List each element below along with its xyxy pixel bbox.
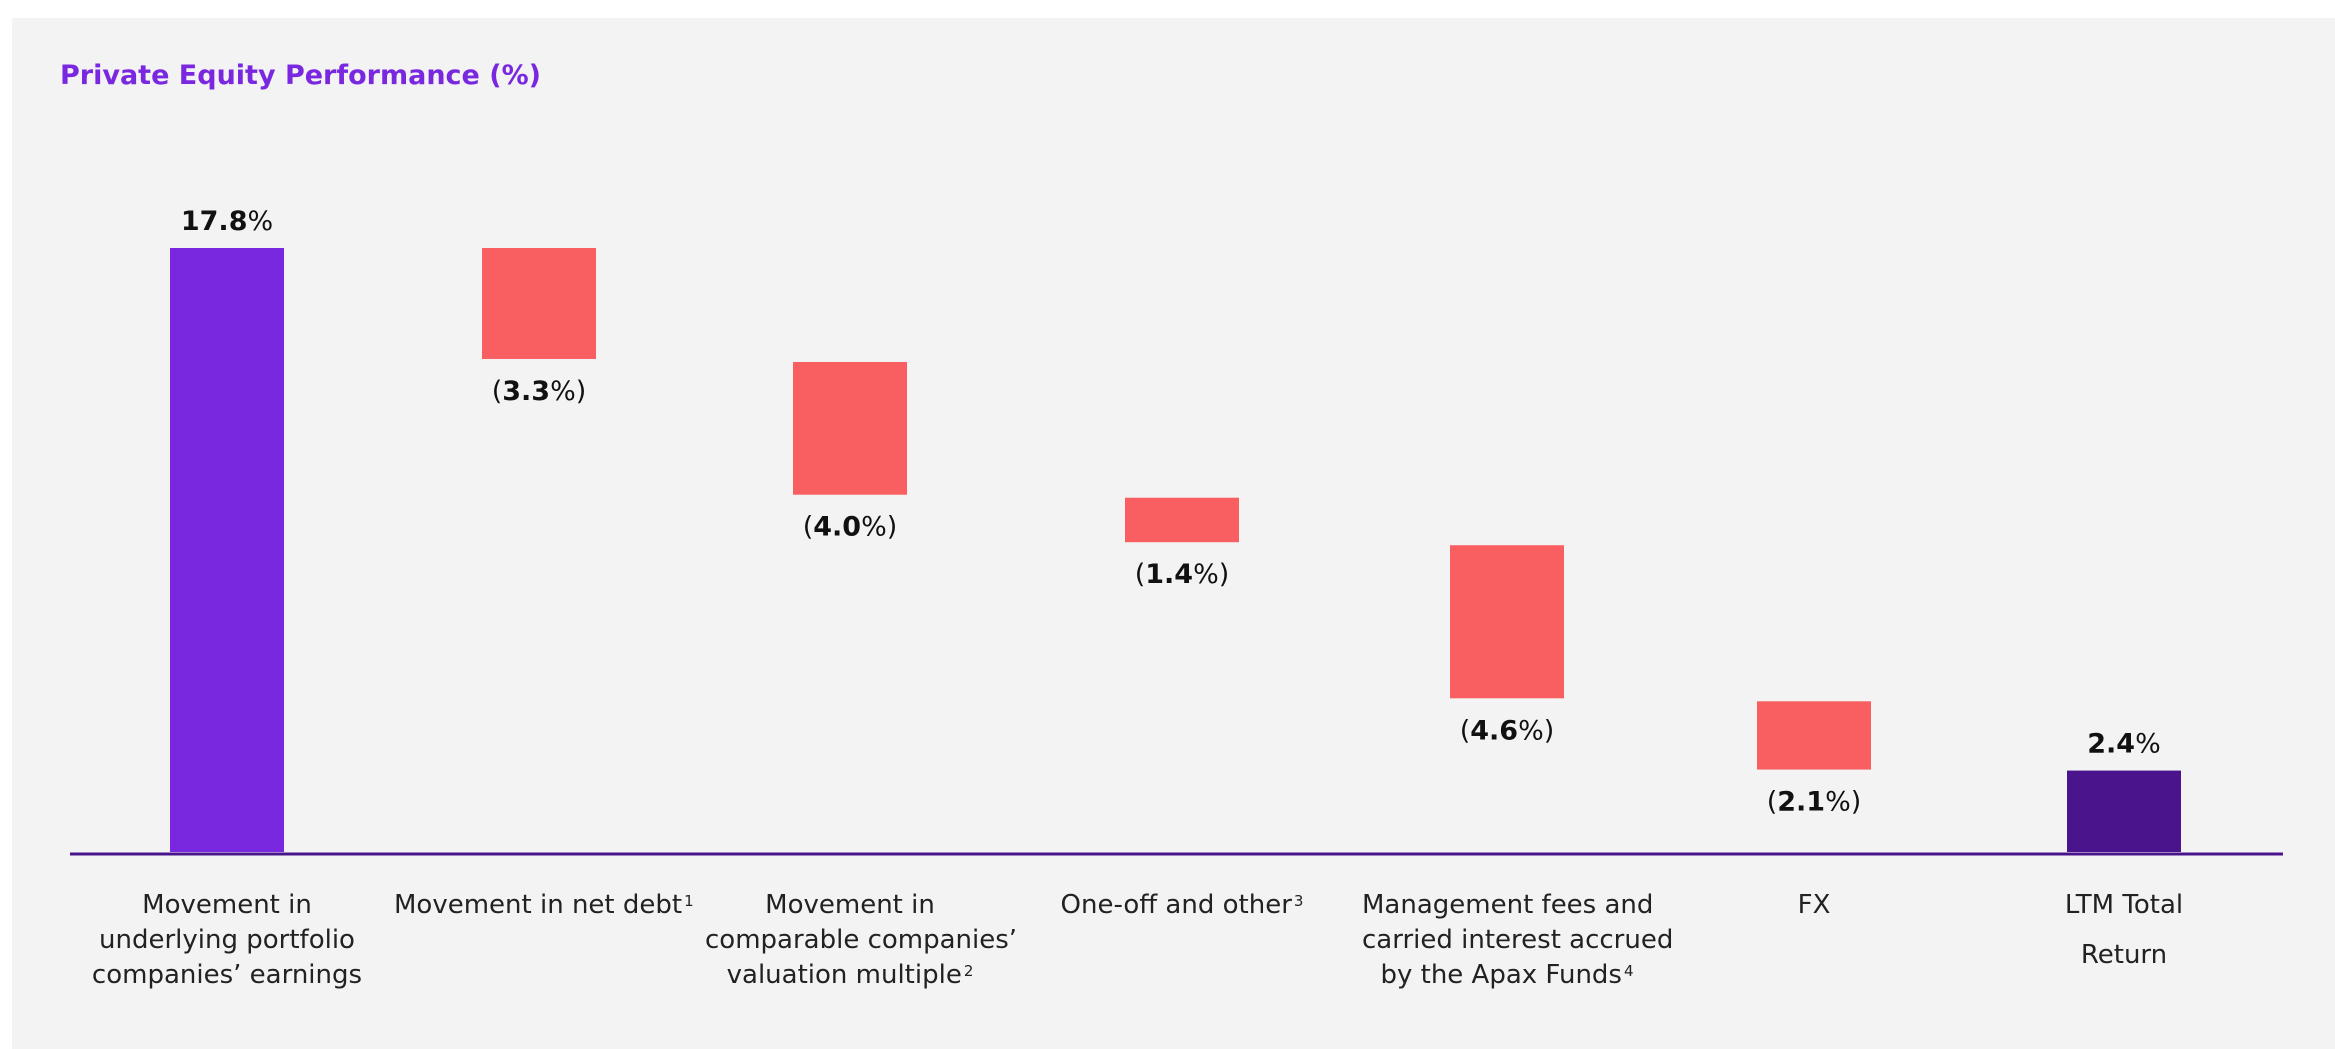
bar-3: [793, 361, 907, 495]
bar-4: [1125, 497, 1239, 543]
footnote-marker: 1: [684, 892, 694, 910]
category-label-5: Management fees and carried interest accr…: [1362, 888, 1674, 993]
bar-7: [2067, 770, 2181, 852]
category-label-line: underlying portfolio: [99, 925, 355, 955]
bar-5: [1450, 545, 1564, 699]
category-label-line: One-off and other 3: [1060, 890, 1304, 920]
category-label-line: Movement in net debt 1: [394, 890, 694, 920]
category-label-line: Movement in: [765, 890, 935, 920]
value-label-3: (4.0%): [803, 512, 898, 543]
category-label-4: One-off and other 3: [1037, 888, 1327, 923]
category-label-line: FX: [1797, 890, 1831, 920]
category-label-line: valuation multiple 2: [726, 960, 974, 990]
bar-6: [1757, 701, 1871, 770]
footnote-marker: 3: [1293, 892, 1304, 910]
value-label-7: 2.4%: [2087, 729, 2161, 760]
bar-2: [482, 248, 596, 359]
category-label-line: companies’ earnings: [91, 960, 363, 990]
category-label-line: Movement in: [142, 890, 312, 920]
value-label-4: (1.4%): [1135, 559, 1230, 590]
category-label-line: by the Apax Funds 4: [1380, 960, 1634, 990]
category-label-line: comparable companies’: [705, 925, 1018, 955]
footnote-marker: 2: [963, 962, 974, 980]
category-label-line: LTM Total: [2064, 890, 2184, 920]
category-label-line: carried interest accrued: [1362, 925, 1674, 955]
category-label-line: Management fees and: [1362, 890, 1654, 920]
value-label-5: (4.6%): [1460, 715, 1555, 746]
category-label-2: Movement in net debt 1: [394, 888, 694, 923]
category-label-3: Movement in comparable companies’ valuatio…: [705, 888, 1018, 993]
category-label-1: Movement in underlying portfolio companies…: [82, 888, 372, 993]
value-label-2: (3.3%): [492, 376, 587, 407]
value-label-6: (2.1%): [1767, 787, 1862, 818]
category-label-6: FX: [1669, 888, 1959, 923]
chart-title: Private Equity Performance (%): [60, 60, 542, 91]
bar-1: [170, 248, 284, 852]
footnote-marker: 4: [1623, 962, 1634, 980]
value-label-1: 17.8%: [181, 206, 273, 237]
category-label-line: Return: [2080, 940, 2168, 970]
category-label-7: LTM Total Return: [1979, 880, 2269, 980]
